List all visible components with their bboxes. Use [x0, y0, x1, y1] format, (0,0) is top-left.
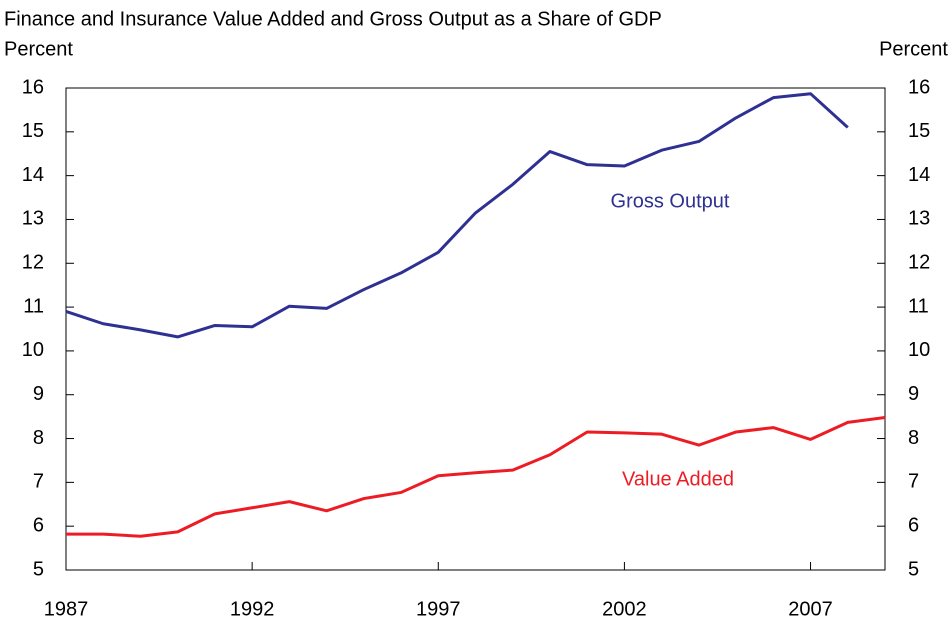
series-label: Value Added [622, 468, 734, 490]
y-tick-label: 13 [22, 208, 44, 230]
plot-frame [65, 87, 886, 571]
y2-tick-label: 12 [908, 252, 930, 274]
y-tick-label: 15 [22, 120, 44, 142]
y-tick-label: 5 [33, 558, 44, 580]
x-tick-label: 1992 [230, 598, 275, 620]
series-line [65, 92, 849, 339]
y2-tick-label: 6 [908, 514, 919, 536]
series-label: Gross Output [611, 190, 730, 212]
x-tick-label: 2002 [602, 598, 647, 620]
y2-tick-label: 7 [908, 471, 919, 493]
x-tick-label: 1987 [44, 598, 89, 620]
y-tick-label: 11 [23, 295, 44, 317]
y-tick-label: 14 [22, 164, 44, 186]
y2-tick-label: 16 [908, 76, 930, 98]
y-tick-label: 9 [33, 383, 44, 405]
chart-title: Finance and Insurance Value Added and Gr… [4, 8, 662, 30]
series-line [66, 416, 886, 538]
y-axis-label: Percent [4, 38, 73, 60]
y-tick-label: 12 [22, 252, 44, 274]
y2-tick-label: 9 [908, 383, 919, 405]
y2-tick-label: 5 [908, 558, 919, 580]
x-tick-label: 1997 [416, 598, 461, 620]
y-tick-label: 7 [33, 471, 44, 493]
y2-tick-label: 15 [908, 120, 930, 142]
y2-axis-label: Percent [879, 38, 948, 60]
x-tick-label: 2007 [788, 598, 833, 620]
y2-tick-label: 8 [908, 427, 919, 449]
y2-tick-label: 11 [908, 295, 929, 317]
y-tick-label: 16 [22, 76, 44, 98]
y2-tick-label: 14 [908, 164, 930, 186]
y-tick-label: 6 [33, 514, 44, 536]
y2-tick-label: 13 [908, 208, 930, 230]
y-tick-label: 8 [33, 427, 44, 449]
y-tick-label: 10 [22, 339, 44, 361]
y2-tick-label: 10 [908, 339, 930, 361]
